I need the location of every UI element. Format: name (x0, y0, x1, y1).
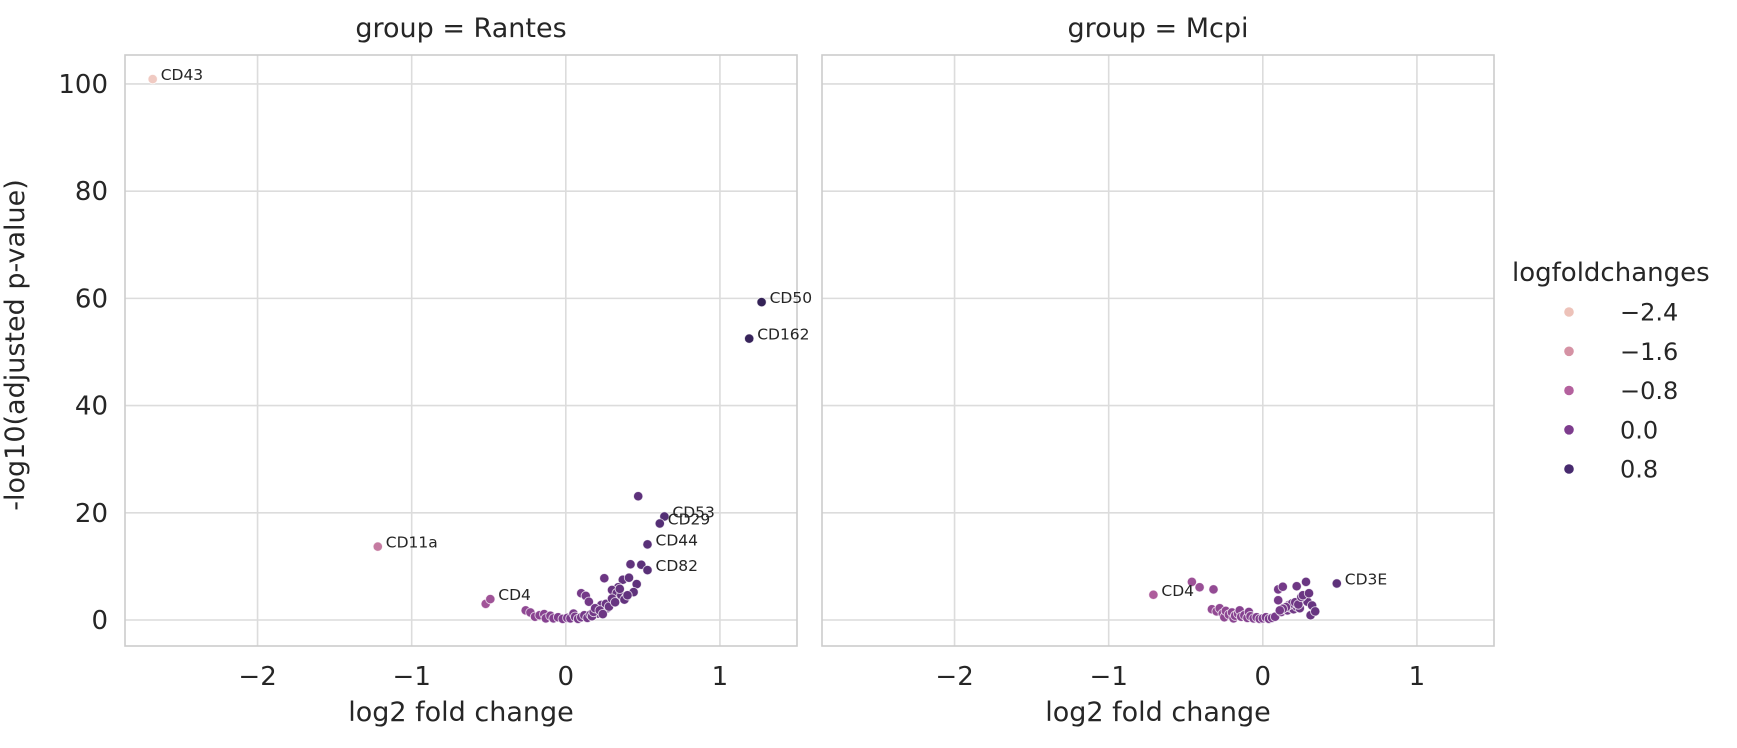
legend-label: 0.8 (1620, 456, 1658, 484)
data-point (1194, 582, 1205, 593)
data-point (622, 590, 633, 601)
data-point (1274, 605, 1285, 616)
data-point (744, 333, 755, 344)
x-axis-label-rantes: log2 fold change (348, 697, 574, 728)
x-tick-label: 0 (1255, 662, 1272, 692)
facet-title-rantes: group = Rantes (355, 13, 566, 44)
y-tick-label: 0 (91, 606, 108, 636)
data-point (633, 491, 644, 502)
data-point (1291, 581, 1302, 592)
x-tick-label: −2 (238, 662, 276, 692)
panel-border (821, 54, 1495, 647)
y-tick-label: 100 (58, 70, 108, 100)
y-tick-label: 20 (75, 499, 108, 529)
y-tick-label: 80 (75, 177, 108, 207)
point-label: CD43 (161, 66, 203, 84)
point-label: CD3E (1345, 571, 1387, 589)
data-point (1208, 584, 1219, 595)
y-tick-label: 60 (75, 284, 108, 314)
point-label: CD53 (672, 504, 714, 522)
point-label: CD82 (656, 557, 698, 575)
x-tick-label: 0 (558, 662, 575, 692)
data-point (654, 518, 665, 529)
point-label: CD4 (1161, 582, 1194, 600)
data-point (642, 539, 653, 550)
data-point (1186, 576, 1198, 588)
legend-label: −2.4 (1620, 299, 1678, 327)
data-point (623, 572, 635, 583)
point-label: CD29 (668, 511, 710, 529)
data-point (642, 564, 653, 576)
point-label: CD4 (498, 586, 531, 604)
x-axis-label-mcpi: log2 fold change (1045, 697, 1271, 728)
legend-title: logfoldchanges (1512, 258, 1710, 288)
data-point (599, 573, 610, 584)
data-point (609, 597, 621, 608)
data-point (597, 608, 608, 620)
data-point (1300, 576, 1312, 588)
legend-swatch (1564, 346, 1574, 357)
y-axis-label: -log10(adjusted p-value) (0, 179, 31, 511)
point-label: CD44 (656, 531, 698, 549)
panel-border (124, 54, 798, 647)
data-point (1303, 588, 1315, 599)
data-point (625, 559, 636, 570)
legend-label: 0.0 (1620, 416, 1658, 444)
x-tick-label: −1 (393, 662, 431, 692)
data-point (756, 296, 767, 308)
data-point (1331, 578, 1342, 589)
x-tick-label: 1 (1409, 662, 1426, 692)
legend-swatch (1564, 464, 1574, 474)
legend-label: −0.8 (1620, 377, 1678, 405)
data-point (1273, 595, 1284, 606)
data-point (372, 541, 383, 552)
facet-title-mcpi: group = Mcpi (1068, 13, 1249, 44)
x-tick-label: −2 (935, 662, 973, 692)
x-tick-label: −1 (1090, 662, 1128, 692)
data-point (583, 596, 595, 607)
point-label: CD162 (757, 326, 809, 344)
x-tick-label: 1 (712, 662, 729, 692)
data-point (485, 593, 496, 605)
legend-swatch (1564, 425, 1574, 435)
data-point (1310, 606, 1321, 617)
data-point (147, 73, 158, 85)
data-point (1277, 581, 1288, 592)
data-point (1148, 589, 1159, 600)
legend-swatch (1564, 307, 1574, 317)
legend-swatch (1564, 385, 1574, 396)
y-tick-label: 40 (75, 392, 108, 422)
data-point (614, 583, 625, 595)
point-label: CD11a (386, 534, 438, 552)
point-label: CD50 (770, 289, 812, 307)
legend-label: −1.6 (1620, 338, 1678, 366)
